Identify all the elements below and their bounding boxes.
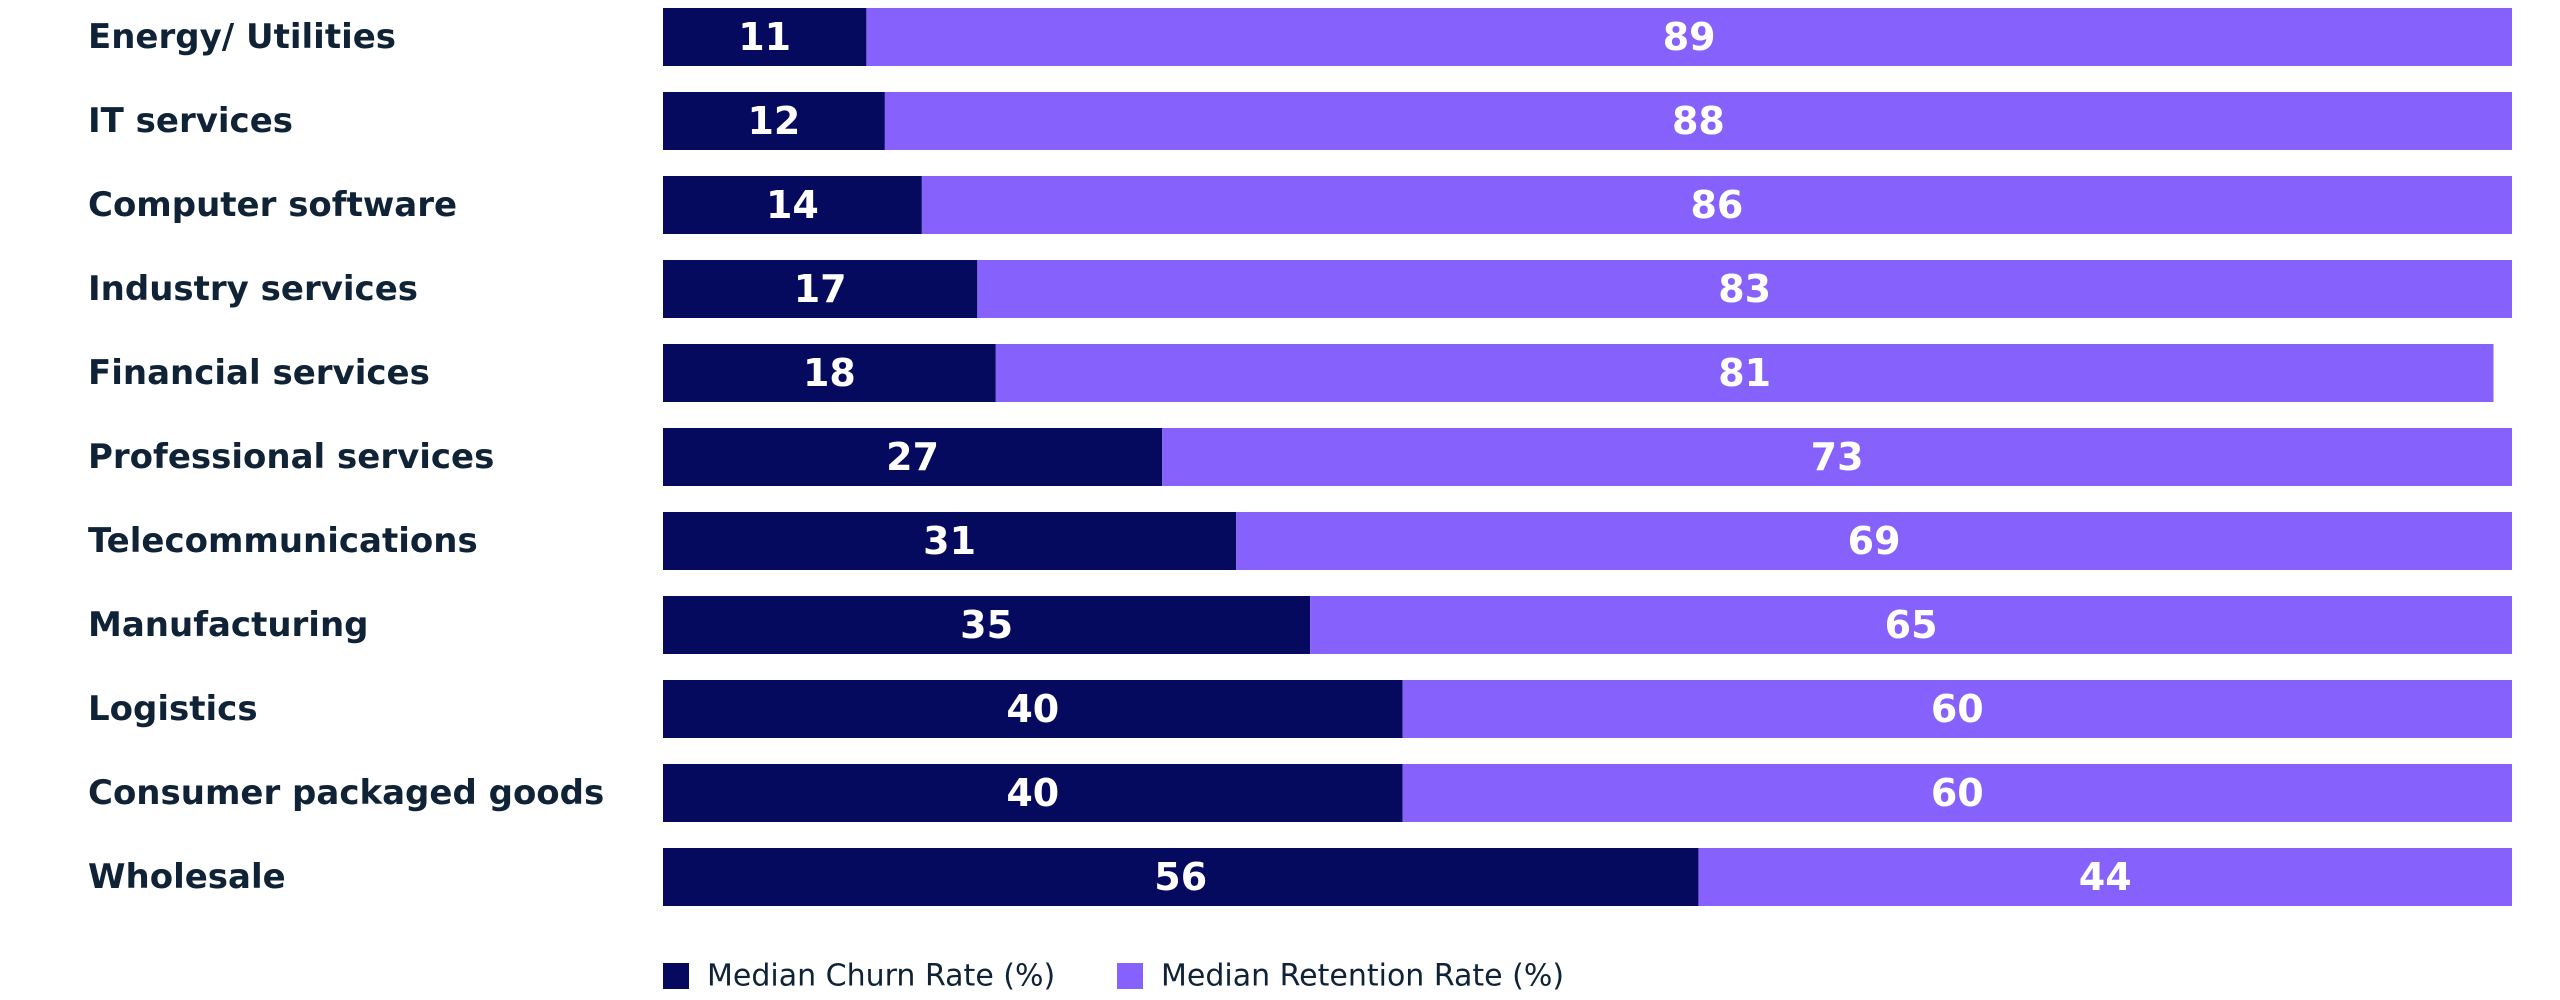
bar-retention: [1310, 596, 2512, 654]
bar-churn: [663, 92, 885, 150]
bars: 11 89 12 88 14 86 17 83 18 81 27 73 31 69 35 65 40 60 40 60…: [663, 8, 2512, 906]
bar-churn: [663, 8, 867, 66]
data-label-churn: 40: [1006, 687, 1059, 731]
category-label: Industry services: [88, 269, 418, 309]
bar-retention: [977, 260, 2512, 318]
category-label: Telecommunications: [88, 521, 478, 561]
bar-retention: [1402, 764, 2512, 822]
bar-churn: [663, 260, 978, 318]
category-label: Computer software: [88, 185, 457, 225]
data-label-churn: 56: [1154, 855, 1207, 899]
bar-churn: [663, 680, 1403, 738]
bar-retention: [1236, 512, 2512, 570]
data-label-churn: 18: [803, 351, 856, 395]
data-label-retention: 60: [1931, 771, 1984, 815]
bar-churn: [663, 176, 922, 234]
bar-retention: [866, 8, 2512, 66]
legend: Median Churn Rate (%) Median Retention Ra…: [663, 959, 1564, 994]
data-label-retention: 65: [1885, 603, 1938, 647]
legend-swatch: [663, 963, 689, 989]
data-label-churn: 11: [738, 15, 791, 59]
data-label-retention: 44: [2079, 855, 2132, 899]
data-label-churn: 17: [794, 267, 847, 311]
legend-swatch: [1117, 963, 1143, 989]
category-labels: Energy/ Utilities IT services Computer sof…: [88, 17, 604, 897]
category-label: Logistics: [88, 689, 258, 729]
bar-churn: [663, 428, 1163, 486]
category-label: Consumer packaged goods: [88, 773, 604, 813]
bar-churn: [663, 512, 1237, 570]
category-label: Manufacturing: [88, 605, 369, 645]
bar-retention: [1402, 680, 2512, 738]
data-label-churn: 35: [960, 603, 1013, 647]
legend-label: Median Retention Rate (%): [1161, 959, 1564, 994]
data-label-retention: 81: [1718, 351, 1771, 395]
category-label: Professional services: [88, 437, 494, 477]
bar-retention: [995, 344, 2494, 402]
category-label: Financial services: [88, 353, 430, 393]
data-label-retention: 60: [1931, 687, 1984, 731]
data-label-retention: 69: [1848, 519, 1901, 563]
bar-retention: [1162, 428, 2512, 486]
data-label-retention: 89: [1663, 15, 1716, 59]
bar-churn: [663, 344, 996, 402]
data-label-churn: 27: [886, 435, 939, 479]
bar-churn: [663, 596, 1311, 654]
data-label-retention: 88: [1672, 99, 1725, 143]
data-label-retention: 86: [1690, 183, 1743, 227]
category-label: IT services: [88, 101, 293, 141]
category-label: Wholesale: [88, 857, 286, 897]
data-label-retention: 83: [1718, 267, 1771, 311]
bar-churn: [663, 848, 1699, 906]
data-label-churn: 31: [923, 519, 976, 563]
data-label-churn: 12: [747, 99, 800, 143]
bar-churn: [663, 764, 1403, 822]
category-label: Energy/ Utilities: [88, 17, 396, 57]
bar-retention: [921, 176, 2512, 234]
bar-retention: [884, 92, 2512, 150]
bar-retention: [1698, 848, 2512, 906]
legend-label: Median Churn Rate (%): [707, 959, 1055, 994]
data-label-retention: 73: [1811, 435, 1864, 479]
data-label-churn: 14: [766, 183, 819, 227]
data-label-churn: 40: [1006, 771, 1059, 815]
